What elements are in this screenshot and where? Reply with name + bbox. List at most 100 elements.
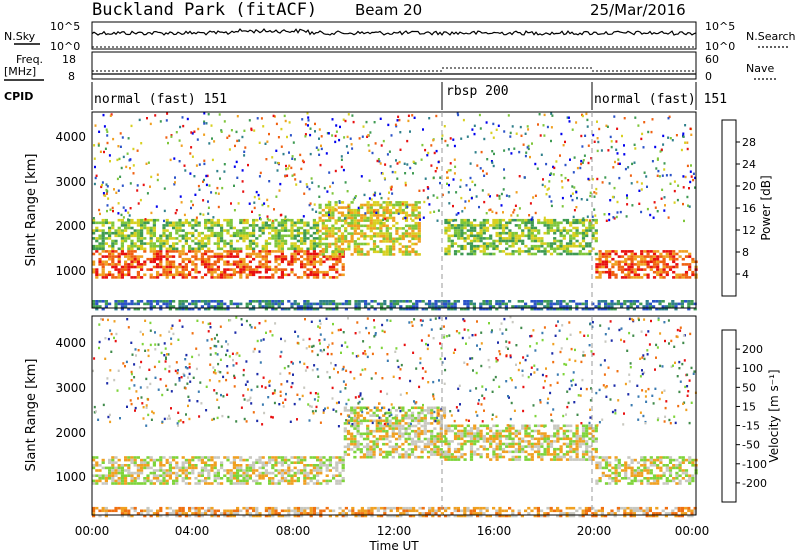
power-cell [133,276,137,279]
power-cell [101,263,105,266]
velocity-cell [410,414,415,417]
power-cell [325,307,329,311]
power-cell [306,260,310,264]
power-cell [337,211,341,215]
power-cell [536,302,540,306]
velocity-cell [505,429,509,433]
power-cell [344,234,348,238]
power-cell [455,213,458,216]
power-cell [194,257,198,261]
power-cell [347,205,350,208]
power-cell [146,229,150,232]
power-cell [138,118,141,122]
power-cell [369,203,373,207]
velocity-cell [258,471,262,475]
velocity-cell [630,474,634,477]
velocity-cell [319,456,323,459]
power-cell [624,268,628,271]
power-cell [120,231,124,235]
power-cell [149,226,153,230]
velocity-cell [585,450,589,454]
power-cell [335,263,339,266]
power-cell [332,268,336,271]
power-cell [159,307,163,311]
power-cell [284,229,288,232]
power-cell [170,135,173,138]
power-cell [306,221,310,225]
power-cell [165,273,169,277]
power-cell [369,224,373,228]
velocity-cell [439,422,443,425]
velocity-cell [229,482,233,485]
power-cell [617,260,621,264]
power-cell [133,250,137,253]
power-cell [643,268,647,271]
velocity-cell [604,464,609,467]
velocity-cell [527,445,531,448]
power-cell [533,237,538,240]
power-cell [537,221,541,225]
velocity-cell [322,464,326,467]
power-cell [545,193,548,196]
velocity-cell [540,437,544,441]
power-cell [181,229,185,232]
velocity-cell [356,432,360,436]
power-cell [601,260,605,264]
power-cell [624,263,628,266]
velocity-cell [575,434,579,438]
power-cell [473,247,477,251]
power-cell [130,234,134,238]
power-cell [527,128,530,131]
power-cell [447,300,451,303]
power-cell [197,270,201,274]
power-cell [448,183,450,187]
power-cell [233,184,235,187]
power-cell [149,122,152,126]
power-cell [290,244,294,248]
power-cell [165,255,169,258]
power-cell [203,178,205,182]
power-cell [194,218,198,222]
power-cell [447,224,451,227]
power-cell [517,300,521,303]
velocity-cell [430,409,434,412]
power-cell [213,231,217,235]
power-cell [273,115,276,118]
power-cell [489,252,493,256]
power-cell [562,234,566,238]
power-cell [616,200,619,204]
power-cell [643,171,646,174]
power-cell [159,244,163,248]
power-cell [220,307,224,311]
velocity-cell [375,409,379,412]
power-cell [478,113,481,117]
velocity-cell [341,458,345,462]
power-cell [411,114,414,117]
velocity-cell [524,445,528,448]
velocity-cell [303,474,307,477]
power-cell [353,221,357,225]
power-cell [335,305,339,308]
power-cell [146,300,150,303]
velocity-cell [197,458,201,462]
velocity-cell [369,445,373,449]
velocity-cell [581,440,586,443]
power-cell [473,218,477,222]
velocity-cell [426,409,431,412]
velocity-cell [146,461,150,464]
power-cell [496,194,499,197]
power-cell [372,240,377,243]
power-cell [409,166,412,170]
power-cell [165,136,168,139]
velocity-cell [575,437,579,441]
velocity-cell [549,453,554,456]
power-cell [328,229,332,233]
power-cell [136,257,140,261]
velocity-cell [325,469,329,472]
velocity-cell [565,458,570,461]
power-cell [223,170,226,173]
power-cell [260,117,263,120]
power-cell [168,270,172,274]
power-cell [248,252,252,256]
power-cell [517,305,521,308]
